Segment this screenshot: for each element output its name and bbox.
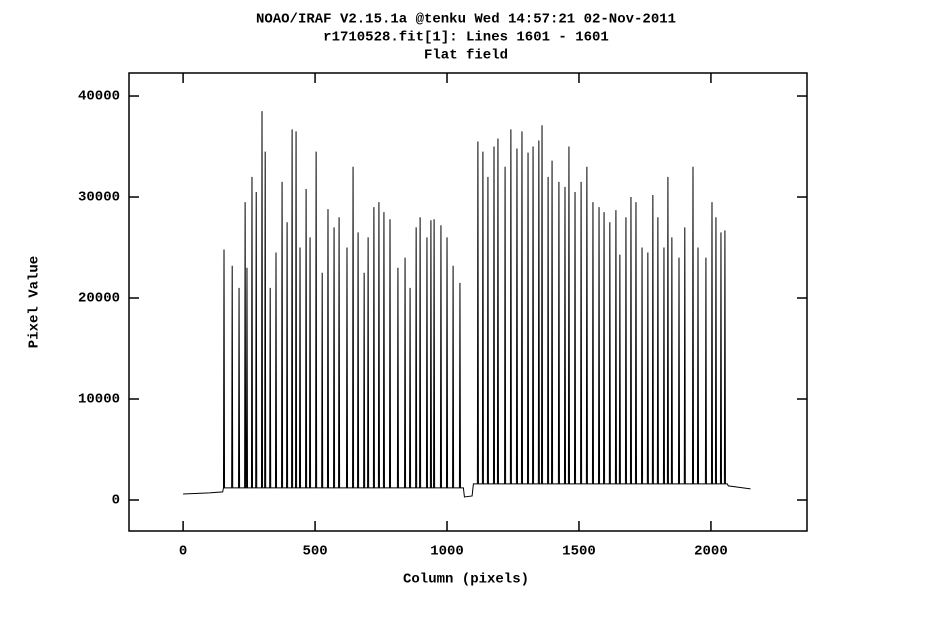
- y-tick-label: 30000: [78, 190, 120, 206]
- data-line: [183, 111, 751, 498]
- x-tick-label: 0: [179, 544, 187, 560]
- y-tick-label: 20000: [78, 291, 120, 307]
- y-tick-label: 40000: [78, 89, 120, 105]
- y-tick-label: 10000: [78, 392, 120, 408]
- chart-subtitle: Flat field: [424, 48, 508, 64]
- x-axis-label: Column (pixels): [403, 572, 529, 588]
- x-tick-label: 1000: [430, 544, 464, 560]
- x-tick-label: 500: [302, 544, 327, 560]
- y-axis-label: Pixel Value: [27, 256, 43, 348]
- chart-subtitle: r1710528.fit[1]: Lines 1601 - 1601: [323, 30, 609, 46]
- y-tick-label: 0: [112, 493, 120, 509]
- x-tick-label: 1500: [562, 544, 596, 560]
- plot-frame: [128, 72, 808, 532]
- x-tick-label: 2000: [694, 544, 728, 560]
- chart-title: NOAO/IRAF V2.15.1a @tenku Wed 14:57:21 0…: [256, 12, 676, 28]
